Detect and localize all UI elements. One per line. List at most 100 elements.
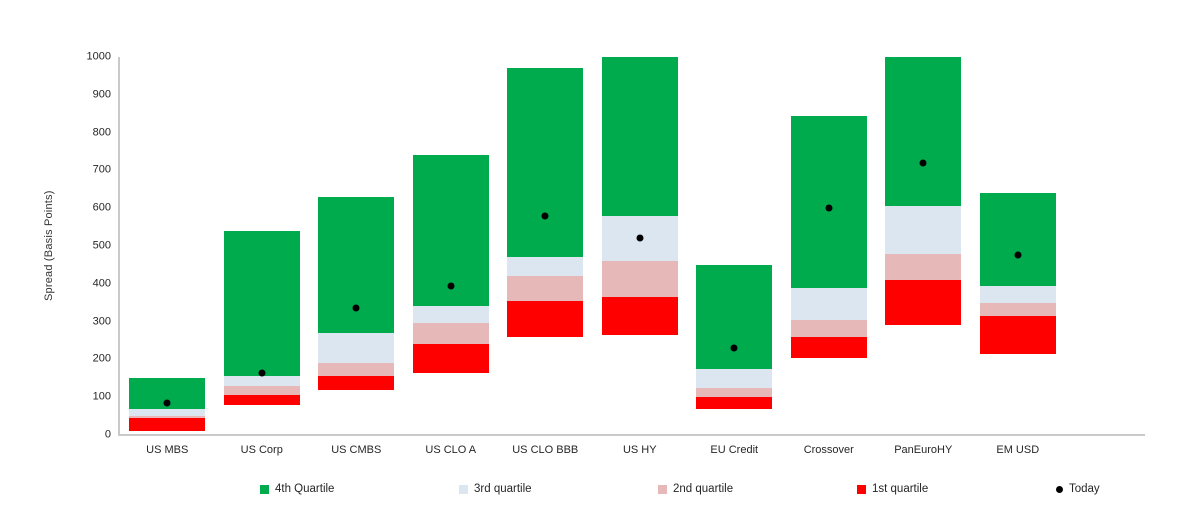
bar-segment-2nd-quartile <box>885 253 962 280</box>
y-axis-tick-label: 1000 <box>86 50 111 63</box>
legend-today-dot-icon <box>1056 485 1063 493</box>
bar-segment-2nd-quartile <box>601 261 678 298</box>
bar-segment-1st-quartile <box>696 397 773 409</box>
bar-segment-2nd-quartile <box>412 323 489 345</box>
bar-us-corp: US Corp <box>215 57 310 456</box>
bar-segment-3rd-quartile <box>318 332 395 364</box>
today-dot <box>447 282 455 290</box>
legend-label: 2nd quartile <box>673 483 734 495</box>
bar-segment-3rd-quartile <box>223 376 300 386</box>
bar-segment-4th-quartile <box>601 57 678 216</box>
today-dot <box>1014 251 1022 259</box>
y-axis-tick-label: 100 <box>92 390 111 403</box>
plot-area: US MBS US Corp US CMBS US CLO A US CLO BBB US… <box>118 57 1066 456</box>
x-axis-label: Crossover <box>803 444 854 456</box>
bar-segment-1st-quartile <box>790 336 867 358</box>
bar-segment-1st-quartile <box>318 376 395 390</box>
y-axis-tick-label: 0 <box>104 428 111 441</box>
bar-segment-3rd-quartile <box>129 408 206 417</box>
bar-segment-3rd-quartile <box>507 257 584 277</box>
x-axis-label: US Corp <box>240 444 283 456</box>
legend-swatch-icon <box>857 484 866 494</box>
today-dot <box>541 212 549 220</box>
bar-segment-3rd-quartile <box>979 285 1056 303</box>
x-axis-label: US HY <box>622 444 657 456</box>
bar-us-mbs: US MBS <box>120 57 215 456</box>
today-dot <box>258 369 266 377</box>
legend-swatch-icon <box>459 484 468 494</box>
x-axis-label: PanEuroHY <box>894 444 953 456</box>
bar-segment-1st-quartile <box>412 344 489 373</box>
bar-segment-3rd-quartile <box>412 306 489 324</box>
chart-legend: 4th Quartile 3rd quartile 2nd quartile 1st … <box>0 483 1200 503</box>
today-dot <box>825 204 833 212</box>
y-axis-tick-label: 900 <box>92 88 111 101</box>
x-axis-label: US CLO A <box>425 444 477 456</box>
y-axis-tick-label: 400 <box>92 277 111 290</box>
x-axis-line <box>118 434 1145 436</box>
y-axis-ticks: 0 100 200 300 400 500 600 700 800 900 1000 <box>0 51 111 440</box>
bar-segment-4th-quartile <box>412 155 489 307</box>
bar-us-cmbs: US CMBS <box>309 57 404 456</box>
y-axis-tick-label: 500 <box>92 239 111 252</box>
today-dot <box>919 159 927 167</box>
bar-segment-1st-quartile <box>129 417 206 432</box>
bar-segment-4th-quartile <box>885 57 962 207</box>
legend-item-4th-quartile: 4th Quartile <box>260 483 334 495</box>
bar-us-hy: US HY <box>593 57 688 456</box>
legend-label: 3rd quartile <box>474 483 532 495</box>
bars-container: US MBS US Corp US CMBS US CLO A US CLO BBB US… <box>120 57 1066 456</box>
bar-segment-2nd-quartile <box>223 385 300 396</box>
bar-crossover: Crossover <box>782 57 877 456</box>
bar-em-usd: EM USD <box>971 57 1066 456</box>
x-axis-label: EU Credit <box>710 444 759 456</box>
bar-segment-4th-quartile <box>696 264 773 369</box>
bar-segment-1st-quartile <box>979 315 1056 354</box>
y-axis-tick-label: 700 <box>92 163 111 176</box>
bar-segment-3rd-quartile <box>696 368 773 388</box>
today-dot <box>636 234 644 242</box>
y-axis-tick-label: 300 <box>92 315 111 328</box>
y-axis-tick-label: 800 <box>92 126 111 139</box>
legend-label: 1st quartile <box>872 483 929 495</box>
legend-label: 4th Quartile <box>275 483 335 495</box>
today-dot <box>730 344 738 352</box>
bar-us-clo-bbb: US CLO BBB <box>498 57 593 456</box>
today-dot <box>352 304 360 312</box>
legend-item-1st-quartile: 1st quartile <box>857 483 928 495</box>
x-axis-label: US MBS <box>146 444 189 456</box>
y-axis-tick-label: 200 <box>92 352 111 365</box>
bar-segment-1st-quartile <box>223 395 300 405</box>
legend-swatch-icon <box>260 484 269 494</box>
bar-segment-2nd-quartile <box>507 276 584 301</box>
x-axis-label: EM USD <box>996 444 1040 456</box>
bar-segment-1st-quartile <box>885 280 962 326</box>
bar-segment-2nd-quartile <box>129 416 206 418</box>
bar-segment-4th-quartile <box>223 230 300 377</box>
x-axis-label: US CLO BBB <box>512 444 579 456</box>
today-dot <box>163 399 171 407</box>
y-axis-tick-label: 600 <box>92 201 111 214</box>
bar-eu-credit: EU Credit <box>687 57 782 456</box>
bar-segment-4th-quartile <box>790 115 867 288</box>
bar-segment-3rd-quartile <box>885 206 962 254</box>
legend-label: Today <box>1069 483 1100 495</box>
bar-segment-2nd-quartile <box>696 387 773 398</box>
bar-segment-2nd-quartile <box>318 363 395 377</box>
bar-segment-3rd-quartile <box>790 287 867 320</box>
bar-segment-1st-quartile <box>507 300 584 337</box>
bar-segment-2nd-quartile <box>790 319 867 337</box>
legend-swatch-icon <box>658 484 667 494</box>
x-axis-label: US CMBS <box>331 444 382 456</box>
legend-item-3rd-quartile: 3rd quartile <box>459 483 532 495</box>
bar-segment-1st-quartile <box>601 297 678 335</box>
bar-segment-2nd-quartile <box>979 302 1056 316</box>
bar-paneurohy: PanEuroHY <box>876 57 971 456</box>
legend-item-today: Today <box>1056 483 1100 495</box>
bar-segment-4th-quartile <box>979 193 1056 286</box>
bar-us-clo-a: US CLO A <box>404 57 499 456</box>
bar-segment-4th-quartile <box>507 68 584 258</box>
bar-segment-4th-quartile <box>318 196 395 333</box>
legend-item-2nd-quartile: 2nd quartile <box>658 483 733 495</box>
